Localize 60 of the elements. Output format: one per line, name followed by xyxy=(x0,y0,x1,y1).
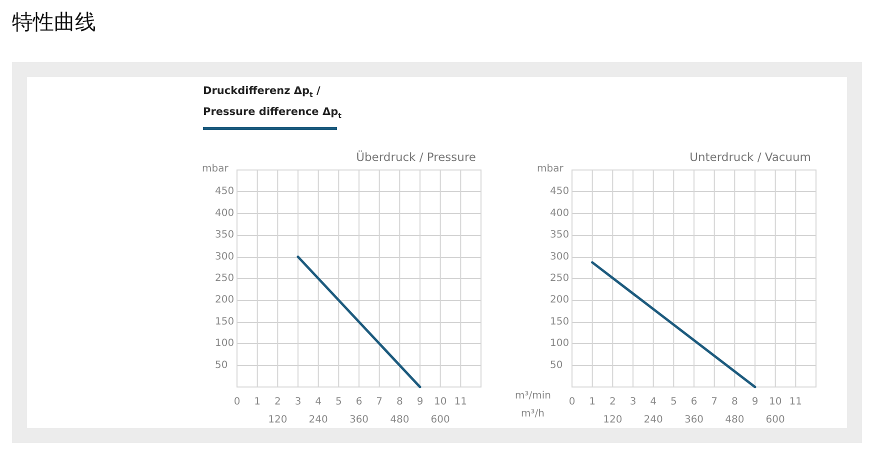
x-tick-label: 9 xyxy=(752,396,758,408)
y-tick-label: 100 xyxy=(550,338,570,350)
x-tick-label: 10 xyxy=(768,396,782,408)
x-tick-label: 1 xyxy=(254,396,261,408)
y-tick-label: 250 xyxy=(215,273,234,284)
y-tick-label: 400 xyxy=(550,208,570,219)
y-tick-label: 350 xyxy=(215,230,234,241)
x-tick-label: 4 xyxy=(650,396,657,408)
x2-axis-title: m³/h xyxy=(521,408,544,420)
x-tick-label: 3 xyxy=(294,396,302,408)
y-tick-label: 150 xyxy=(215,316,234,328)
y-tick-label: 200 xyxy=(215,294,234,306)
y-tick-label: 200 xyxy=(550,294,570,306)
chart-title: Unterdruck / Vacuum xyxy=(690,150,812,164)
text: Druckdifferenz Δp$_{t}$ / Pressure difference Δp$_{t}$ xyxy=(203,84,342,122)
x2-tick-label: 480 xyxy=(390,414,410,426)
x-tick-label: 5 xyxy=(335,396,342,408)
x-tick-label: 2 xyxy=(274,396,281,408)
y-tick-label: 350 xyxy=(550,230,570,241)
text: 特性曲线 xyxy=(12,9,96,36)
y-tick-label: 300 xyxy=(550,251,570,262)
y-tick-label: 100 xyxy=(215,338,234,350)
chart-title: Überdruck / Pressure xyxy=(356,150,476,164)
x-tick-label: 10 xyxy=(434,396,447,408)
x-tick-label: 6 xyxy=(356,396,362,408)
y-tick-label: 450 xyxy=(550,186,570,198)
x2-tick-label: 600 xyxy=(766,414,785,426)
x2-tick-label: 360 xyxy=(349,414,369,426)
y-tick-label: 50 xyxy=(550,360,563,371)
x2-tick-label: 120 xyxy=(603,414,622,426)
x-tick-label: 2 xyxy=(609,396,616,408)
x-tick-label: 1 xyxy=(589,396,596,408)
y-axis-title: mbar xyxy=(537,164,564,174)
x2-tick-label: 480 xyxy=(725,414,744,426)
x-tick-label: 7 xyxy=(711,396,718,408)
x-tick-label: 11 xyxy=(789,396,802,408)
y-axis-title: mbar xyxy=(202,164,230,174)
x-tick-label: 5 xyxy=(670,396,677,408)
y-tick-label: 400 xyxy=(215,208,234,219)
x-tick-label: 0 xyxy=(568,396,576,408)
x-tick-label: 6 xyxy=(690,396,698,408)
x-tick-label: 8 xyxy=(396,396,403,408)
x-tick-label: 3 xyxy=(630,396,636,408)
y-tick-label: 150 xyxy=(550,316,570,328)
x-tick-label: 11 xyxy=(454,396,468,408)
y-tick-label: 250 xyxy=(550,273,570,284)
x-tick-label: 9 xyxy=(416,396,424,408)
x2-tick-label: 600 xyxy=(430,414,450,426)
x2-tick-label: 360 xyxy=(684,414,704,426)
y-tick-label: 450 xyxy=(215,186,234,198)
x2-tick-label: 240 xyxy=(644,414,663,426)
x-tick-label: 4 xyxy=(315,396,322,408)
x-tick-label: 8 xyxy=(731,396,738,408)
x-axis-title: m³/min xyxy=(515,390,551,402)
x-tick-label: 0 xyxy=(234,396,240,408)
x2-tick-label: 240 xyxy=(308,414,328,426)
x-tick-label: 7 xyxy=(376,396,383,408)
y-tick-label: 300 xyxy=(215,251,234,262)
x2-tick-label: 120 xyxy=(268,414,288,426)
y-tick-label: 50 xyxy=(215,360,228,371)
